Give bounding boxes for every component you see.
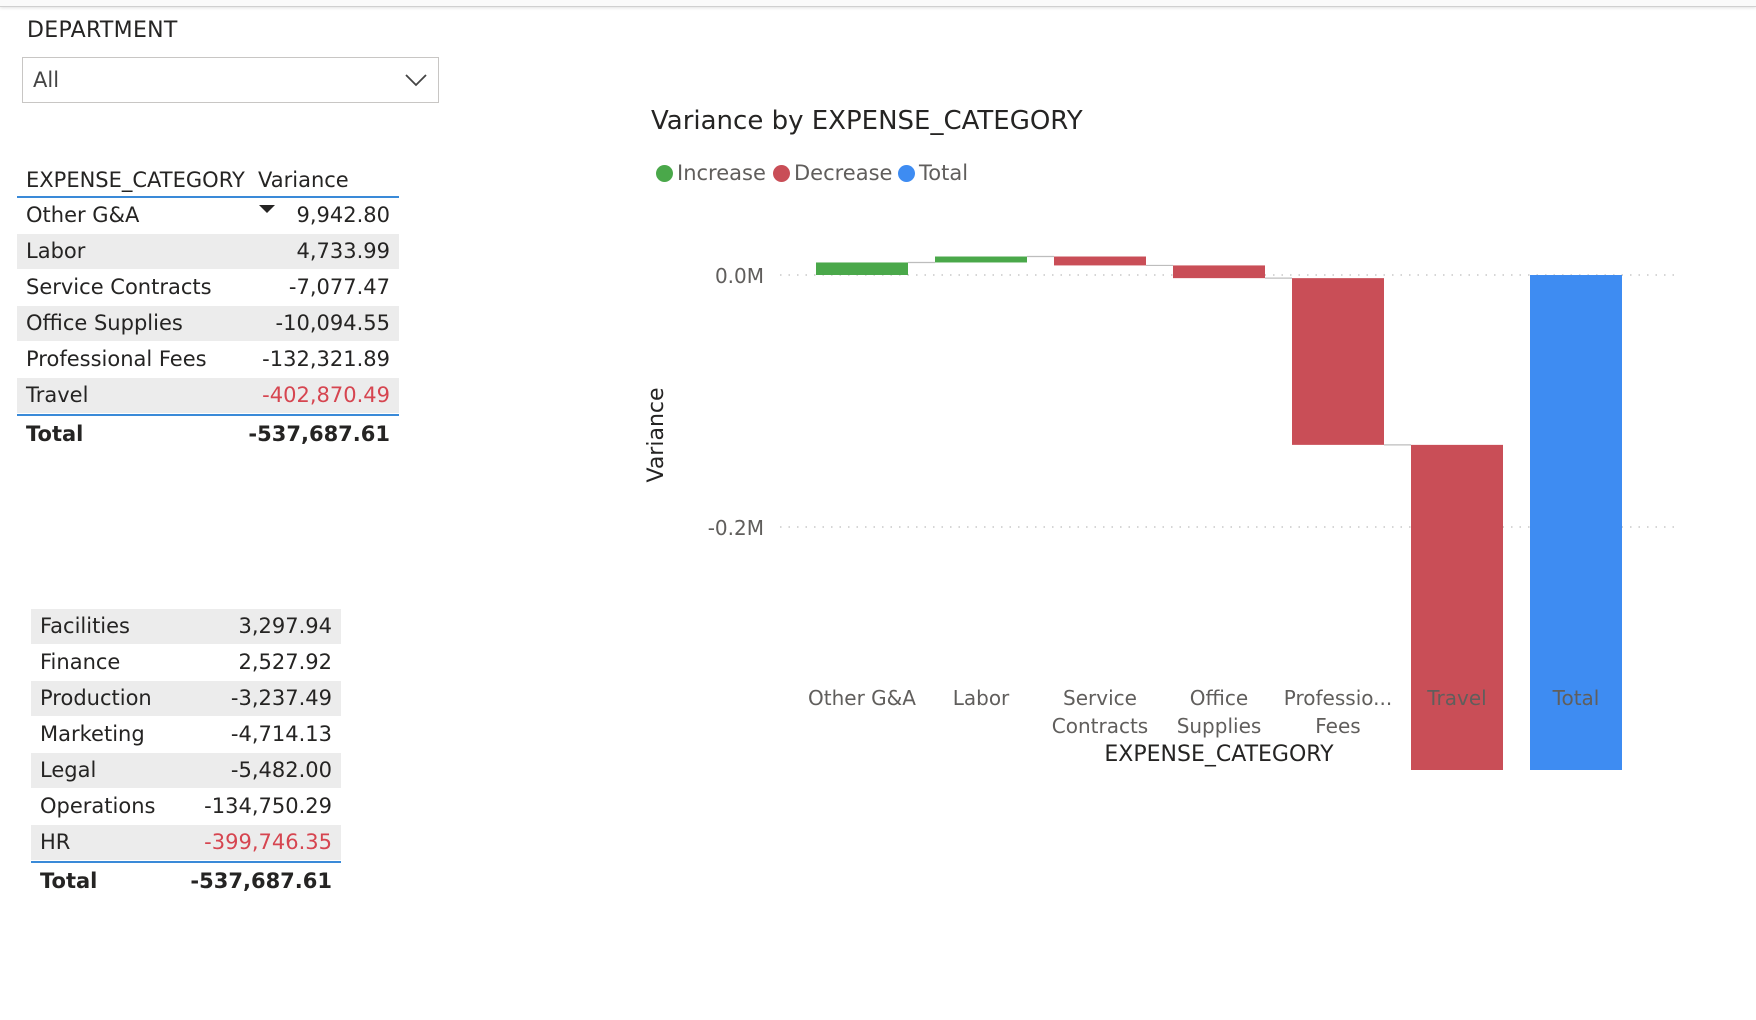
bar-decrease: [1411, 444, 1503, 770]
x-tick-label: Labor: [953, 686, 1010, 710]
total-value: -537,687.61: [190, 869, 332, 893]
total-label: Total: [40, 869, 98, 893]
table-row[interactable]: Other G&A 9,942.80: [17, 198, 399, 234]
row-label: Other G&A: [26, 203, 140, 227]
x-tick-label: Contracts: [1052, 714, 1148, 738]
x-tick-label: Professio...: [1284, 686, 1392, 710]
row-value: -10,094.55: [275, 311, 390, 335]
row-label: Legal: [40, 758, 97, 782]
row-value: 4,733.99: [296, 239, 390, 263]
table-header: EXPENSE_CATEGORY Variance: [17, 150, 399, 213]
row-value: -132,321.89: [262, 347, 390, 371]
row-label: Office Supplies: [26, 311, 183, 335]
top-bar: [0, 0, 1756, 7]
row-value: -402,870.49: [262, 383, 390, 407]
y-tick-label: 0.0M: [715, 264, 764, 288]
row-value: 2,527.92: [238, 650, 332, 674]
table-row[interactable]: Marketing -4,714.13: [31, 717, 341, 753]
table-row[interactable]: Office Supplies -10,094.55: [17, 306, 399, 342]
waterfall-chart: 0.0M-0.2M-0.4M-0.6MVarianceOther G&ALabo…: [644, 255, 1680, 770]
department-table: Facilities 3,297.94 Finance 2,527.92 Product…: [31, 601, 341, 901]
row-value: -4,714.13: [230, 722, 332, 746]
row-label: Operations: [40, 794, 156, 818]
x-tick-label: Supplies: [1177, 714, 1262, 738]
row-label: HR: [40, 830, 71, 854]
table-row[interactable]: Operations -134,750.29: [31, 789, 341, 825]
table-row[interactable]: Production -3,237.49: [31, 681, 341, 717]
legend-label: Total: [919, 161, 969, 185]
row-label: Marketing: [40, 722, 145, 746]
table-row[interactable]: Legal -5,482.00: [31, 753, 341, 789]
table-row-partial: [31, 601, 341, 609]
total-value: -537,687.61: [248, 422, 390, 446]
x-tick-label: Fees: [1315, 714, 1360, 738]
x-tick-label: Total: [1552, 686, 1600, 710]
legend-item-increase[interactable]: Increase: [656, 161, 766, 185]
row-label: Travel: [26, 383, 89, 407]
table-row[interactable]: HR -399,746.35: [31, 825, 341, 861]
row-label: Labor: [26, 239, 86, 263]
table-row[interactable]: Professional Fees -132,321.89: [17, 342, 399, 378]
x-tick-label: Service: [1063, 686, 1137, 710]
row-value: -134,750.29: [204, 794, 332, 818]
row-value: 9,942.80: [296, 203, 390, 227]
row-value: -5,482.00: [230, 758, 332, 782]
sort-descending-icon: [259, 205, 275, 213]
x-tick-label: Office: [1190, 686, 1248, 710]
column-header-variance[interactable]: Variance: [258, 168, 349, 192]
chart-title: Variance by EXPENSE_CATEGORY: [651, 106, 1083, 136]
x-axis-label: EXPENSE_CATEGORY: [1104, 742, 1334, 767]
table-total-row: Total -537,687.61: [17, 414, 399, 454]
row-value: -3,237.49: [230, 686, 332, 710]
legend-dot-decrease: [773, 165, 790, 182]
chevron-down-icon: [405, 74, 427, 87]
row-value: 3,297.94: [238, 614, 332, 638]
table-row[interactable]: Travel -402,870.49: [17, 378, 399, 414]
legend-label: Decrease: [794, 161, 893, 185]
legend-dot-total: [898, 165, 915, 182]
total-label: Total: [26, 422, 84, 446]
dropdown-value: All: [33, 68, 60, 92]
table-row[interactable]: Labor 4,733.99: [17, 234, 399, 270]
row-label: Facilities: [40, 614, 130, 638]
column-header-category[interactable]: EXPENSE_CATEGORY: [26, 168, 245, 192]
bar-increase: [816, 262, 908, 275]
table-row[interactable]: Finance 2,527.92: [31, 645, 341, 681]
row-label: Finance: [40, 650, 121, 674]
legend-label: Increase: [677, 161, 766, 185]
bar-increase: [935, 256, 1027, 263]
y-tick-label: -0.2M: [708, 516, 764, 540]
legend-dot-increase: [656, 165, 673, 182]
row-label: Production: [40, 686, 152, 710]
table-row[interactable]: Service Contracts -7,077.47: [17, 270, 399, 306]
department-dropdown[interactable]: All: [22, 57, 439, 103]
legend-item-total[interactable]: Total: [898, 161, 968, 185]
table-row[interactable]: Facilities 3,297.94: [31, 609, 341, 645]
x-tick-label: Other G&A: [808, 686, 916, 710]
category-table: EXPENSE_CATEGORY Variance Other G&A 9,942…: [17, 150, 399, 454]
bar-decrease: [1054, 256, 1146, 266]
y-tick-label: -0.4M: [708, 768, 764, 770]
legend-item-decrease[interactable]: Decrease: [773, 161, 892, 185]
bar-decrease: [1292, 278, 1384, 445]
table-total-row: Total -537,687.61: [31, 861, 341, 901]
slicer-title: DEPARTMENT: [27, 18, 178, 43]
row-value: -399,746.35: [204, 830, 332, 854]
y-axis-label: Variance: [644, 387, 669, 482]
row-value: -7,077.47: [288, 275, 390, 299]
bar-decrease: [1173, 265, 1265, 279]
bar-total: [1530, 275, 1622, 770]
x-tick-label: Travel: [1426, 686, 1486, 710]
row-label: Professional Fees: [26, 347, 207, 371]
row-label: Service Contracts: [26, 275, 212, 299]
